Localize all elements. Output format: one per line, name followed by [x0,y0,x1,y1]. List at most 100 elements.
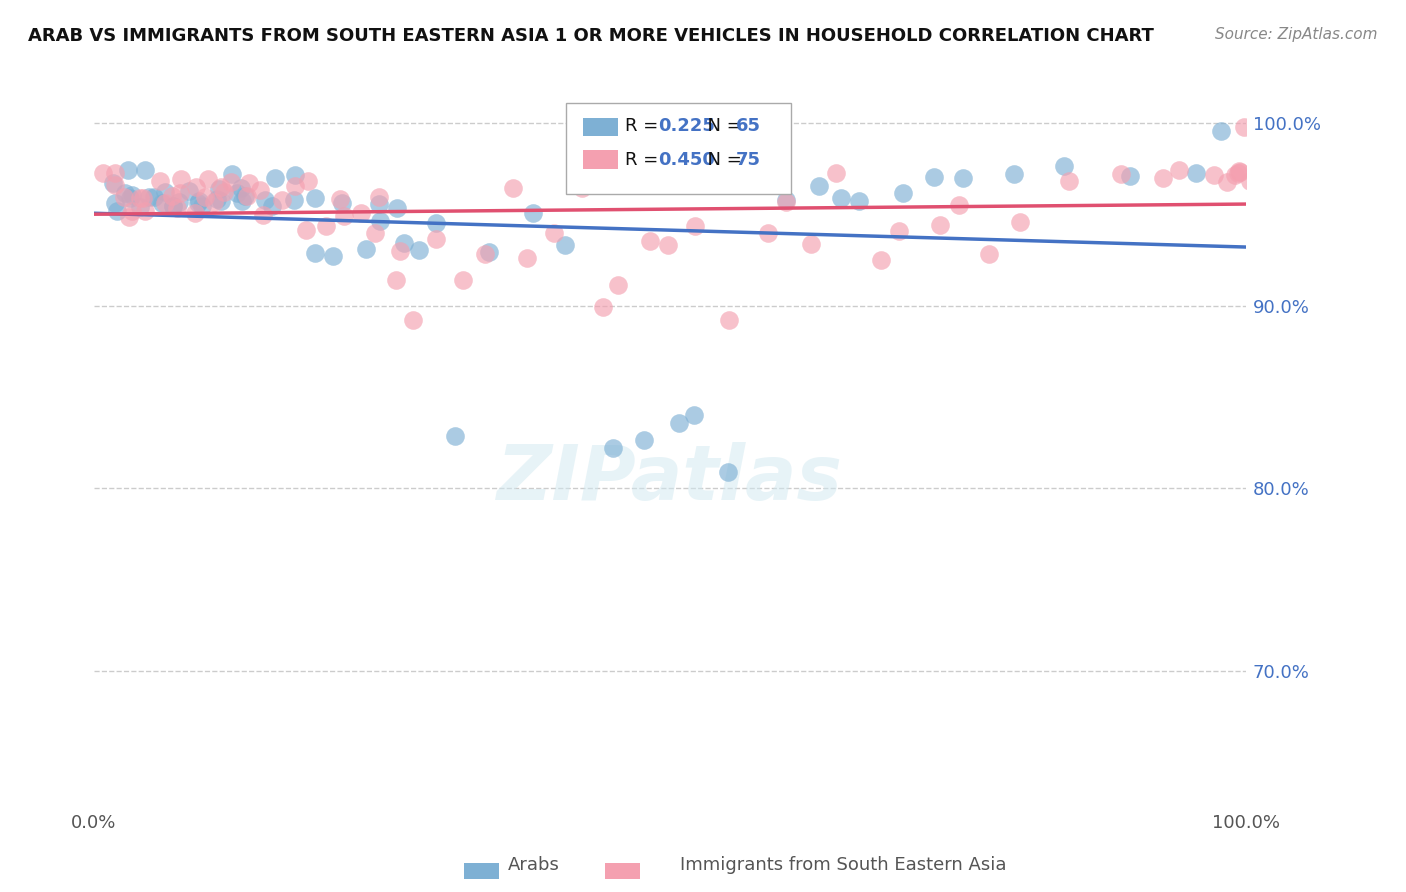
Point [775,193,797,207]
Point [103,176,125,190]
Point [249,183,271,197]
Point [283,194,305,208]
Point [226,186,249,200]
Point [105,203,128,218]
Point [91,167,114,181]
Point [869,253,891,268]
Point [775,194,797,209]
Point [208,182,231,196]
Text: R =: R = [624,118,664,136]
Point [891,186,914,200]
Point [187,195,209,210]
Point [633,433,655,447]
Point [1223,168,1246,182]
FancyBboxPatch shape [567,103,790,194]
Point [408,243,430,257]
Point [330,196,353,211]
Point [683,219,706,233]
Point [1057,173,1080,187]
Point [807,179,830,194]
Point [425,216,447,230]
Point [1053,159,1076,173]
Point [367,190,389,204]
Point [1209,123,1232,137]
Point [592,300,614,314]
Point [387,202,409,216]
Point [474,247,496,261]
Point [270,193,292,207]
Point [169,194,191,209]
Point [668,416,690,430]
Point [114,186,136,201]
Point [329,192,352,206]
Point [1227,164,1250,178]
Point [134,204,156,219]
Point [657,238,679,252]
Point [186,179,208,194]
Point [131,191,153,205]
Point [1119,169,1142,183]
Point [118,210,141,224]
Point [367,197,389,211]
Point [602,442,624,456]
Point [284,168,307,182]
Point [848,194,870,208]
Point [887,223,910,237]
Point [221,167,243,181]
Point [948,198,970,212]
Point [252,208,274,222]
Point [297,173,319,187]
Point [231,194,253,209]
Point [543,227,565,241]
Point [1227,166,1250,180]
Point [1168,163,1191,178]
Point [717,465,740,479]
Point [197,172,219,186]
FancyBboxPatch shape [583,118,619,136]
Point [170,172,193,186]
Point [219,175,242,189]
Point [260,199,283,213]
Point [350,206,373,220]
Point [606,277,628,292]
Point [209,194,232,209]
Point [194,190,217,204]
Point [150,196,173,211]
Point [977,246,1000,260]
Point [134,163,156,178]
Text: N =: N = [696,118,748,136]
Point [1204,168,1226,182]
Point [1002,167,1025,181]
Point [153,195,176,210]
Point [717,313,740,327]
Point [120,191,142,205]
FancyBboxPatch shape [583,151,619,169]
Point [121,188,143,202]
Point [162,199,184,213]
Point [233,189,256,203]
Point [924,170,946,185]
Point [315,219,337,234]
Point [231,180,253,194]
Point [929,218,952,232]
Text: Source: ZipAtlas.com: Source: ZipAtlas.com [1215,27,1378,42]
Point [149,174,172,188]
Point [162,199,184,213]
Point [756,226,779,240]
Point [1152,170,1174,185]
Point [253,193,276,207]
Text: ZIPatlas: ZIPatlas [496,442,842,516]
Point [1109,167,1132,181]
Point [388,244,411,258]
Point [263,171,285,186]
Point [402,313,425,327]
Point [304,246,326,260]
Point [138,190,160,204]
Point [1216,175,1239,189]
Point [571,181,593,195]
Point [830,191,852,205]
Point [1185,165,1208,179]
Text: 0.450: 0.450 [658,151,716,169]
Point [638,235,661,249]
Text: 65: 65 [735,118,761,136]
